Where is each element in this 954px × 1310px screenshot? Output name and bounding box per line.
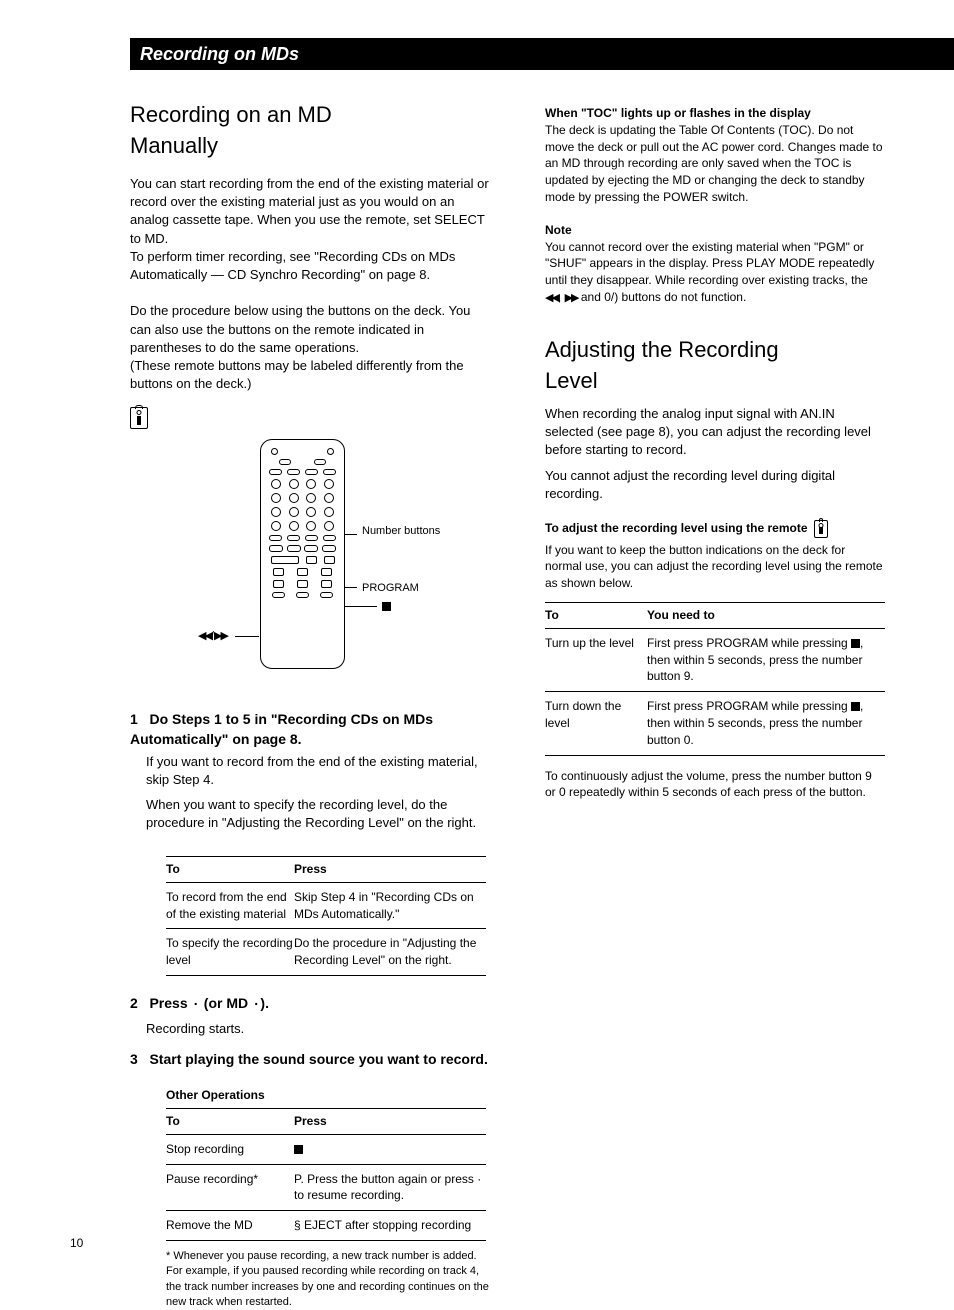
right-adj-remote-intro: If you want to keep the button indicatio…: [545, 542, 885, 592]
left-title: Recording on an MD Manually: [130, 100, 490, 162]
right-note-head: Note: [545, 222, 885, 239]
left-step1a: If you want to record from the end of th…: [146, 753, 490, 789]
callout-program: PROGRAM: [362, 581, 419, 596]
left-step1: 1 Do Steps 1 to 5 in "Recording CDs on M…: [130, 710, 490, 749]
header-bar: Recording on MDs: [130, 38, 954, 70]
left-ops-table: To Press To record from the end of the e…: [166, 856, 486, 976]
right-adj-tail: To continuously adjust the volume, press…: [545, 768, 885, 802]
right-tip-head: When "TOC" lights up or flashes in the d…: [545, 105, 885, 122]
remote-icon: [130, 407, 148, 429]
left-intro: You can start recording from the end of …: [130, 175, 490, 393]
left-footnote: * Whenever you pause recording, a new tr…: [166, 1249, 490, 1310]
header-text: Recording on MDs: [140, 44, 299, 64]
right-adj-para: When recording the analog input signal w…: [545, 405, 885, 460]
callout-stop: [382, 600, 391, 615]
left-step1b: When you want to specify the recording l…: [146, 796, 490, 832]
left-other-ops-head: Other Operations: [166, 1087, 490, 1104]
right-note-body: You cannot record over the existing mate…: [545, 239, 885, 307]
remote-diagram: Number buttons PROGRAM ◀◀/▶▶: [130, 439, 490, 679]
right-adj-table: To You need to Turn up the level First p…: [545, 602, 885, 756]
callout-rewfwd: ◀◀/▶▶: [198, 629, 227, 644]
right-adj-para2: You cannot adjust the recording level du…: [545, 467, 885, 503]
left-step2: 2 Press · (or MD ·).: [130, 994, 490, 1016]
right-tip-body: The deck is updating the Table Of Conten…: [545, 122, 885, 206]
callout-number-buttons: Number buttons: [362, 524, 440, 539]
page-number: 10: [70, 1235, 83, 1252]
left-step3: 3 Start playing the sound source you wan…: [130, 1050, 490, 1070]
right-title: Adjusting the Recording Level: [545, 335, 885, 397]
right-adj-subhead: To adjust the recording level using the …: [545, 520, 885, 538]
left-ops-table-2: To Press Stop recording Pause recording*…: [166, 1108, 486, 1241]
left-step2-body: Recording starts.: [146, 1020, 490, 1038]
